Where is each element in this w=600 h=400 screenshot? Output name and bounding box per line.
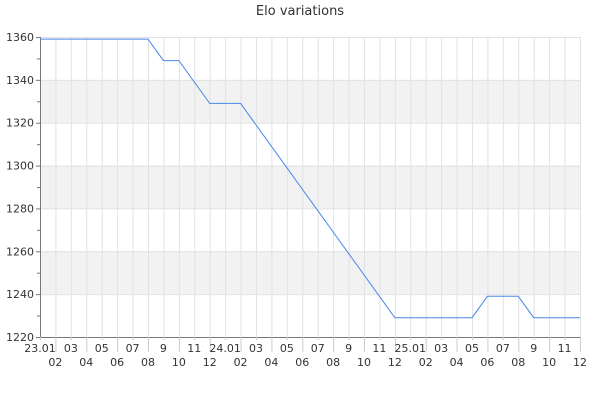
x-tick-label: 08: [141, 356, 155, 369]
x-tick-label: 08: [326, 356, 340, 369]
x-tick-label: 25.01: [395, 342, 427, 355]
x-tick-label: 02: [419, 356, 433, 369]
chart-title: Elo variations: [255, 4, 345, 19]
x-tick-label: 10: [357, 356, 371, 369]
y-tick-label: 1320: [6, 117, 34, 130]
x-tick-label: 06: [480, 356, 494, 369]
x-tick-label: 03: [434, 342, 448, 355]
x-tick-label: 9: [160, 342, 167, 355]
x-tick-label: 03: [64, 342, 78, 355]
y-tick-label: 1360: [6, 31, 34, 44]
x-tick-label: 12: [203, 356, 217, 369]
x-tick-label: 04: [450, 356, 464, 369]
x-tick-label: 10: [172, 356, 186, 369]
x-tick-label: 06: [295, 356, 309, 369]
y-tick-label: 1300: [6, 160, 34, 173]
x-tick-label: 02: [48, 356, 62, 369]
x-tick-label: 05: [95, 342, 109, 355]
x-tick-label: 12: [573, 356, 587, 369]
x-tick-label: 05: [465, 342, 479, 355]
grid-band: [40, 79, 580, 123]
x-tick-label: 07: [496, 342, 510, 355]
x-tick-label: 9: [345, 342, 352, 355]
x-tick-label: 23.01: [24, 342, 56, 355]
x-tick-label: 02: [234, 356, 248, 369]
x-tick-label: 05: [280, 342, 294, 355]
x-tick-label: 11: [558, 342, 572, 355]
y-tick-label: 1260: [6, 245, 34, 258]
x-tick-label: 11: [372, 342, 386, 355]
grid-band: [40, 165, 580, 209]
x-tick-label: 03: [249, 342, 263, 355]
y-tick-label: 1280: [6, 202, 34, 215]
x-tick-label: 07: [311, 342, 325, 355]
x-tick-label: 08: [511, 356, 525, 369]
y-tick-label: 1220: [6, 331, 34, 344]
x-tick-label: 12: [388, 356, 402, 369]
x-tick-label: 24.01: [209, 342, 241, 355]
x-tick-label: 04: [264, 356, 278, 369]
elo-series-line: [40, 38, 580, 319]
grid-band: [40, 251, 580, 295]
x-tick-label: 04: [79, 356, 93, 369]
x-tick-label: 07: [126, 342, 140, 355]
y-tick-label: 1240: [6, 288, 34, 301]
y-tick-label: 1340: [6, 74, 34, 87]
x-tick-label: 9: [530, 342, 537, 355]
x-tick-label: 11: [187, 342, 201, 355]
x-tick-label: 10: [542, 356, 556, 369]
x-tick-label: 06: [110, 356, 124, 369]
